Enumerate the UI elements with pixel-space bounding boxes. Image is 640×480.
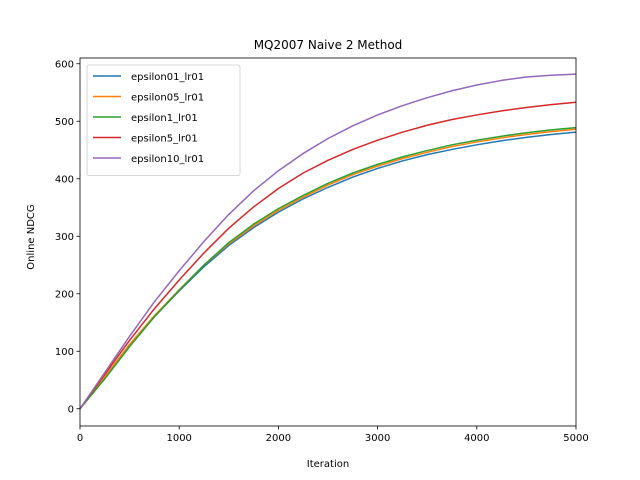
x-tick-label: 2000 — [266, 433, 291, 444]
series-line-epsilon1_lr01 — [79, 126, 577, 410]
y-tick-label: 0 — [68, 404, 74, 415]
y-axis: 0 100 200 300 400 500 600 — [55, 59, 80, 415]
y-tick-label: 500 — [55, 117, 74, 128]
series-line-epsilon5_lr01 — [79, 101, 577, 410]
x-tick-label: 5000 — [563, 433, 588, 444]
legend-label-epsilon10_lr01: epsilon10_lr01 — [131, 154, 204, 165]
x-tick-label: 4000 — [464, 433, 489, 444]
y-tick-label: 200 — [55, 289, 74, 300]
x-tick-label: 0 — [77, 433, 83, 444]
legend-label-epsilon1_lr01: epsilon1_lr01 — [131, 113, 198, 124]
legend-label-epsilon5_lr01: epsilon5_lr01 — [131, 134, 198, 145]
y-tick-label: 100 — [55, 347, 74, 358]
legend-label-epsilon05_lr01: epsilon05_lr01 — [131, 93, 204, 104]
legend-label-epsilon01_lr01: epsilon01_lr01 — [131, 72, 204, 83]
x-tick-label: 1000 — [166, 433, 191, 444]
axes-frame — [79, 57, 577, 427]
legend: epsilon01_lr01 epsilon05_lr01 epsilon1_lr0… — [86, 64, 241, 176]
x-axis: 0 1000 2000 3000 4000 5000 — [77, 426, 589, 444]
plot-area — [79, 57, 577, 427]
x-axis-title: Iteration — [307, 459, 349, 470]
legend-box — [86, 64, 241, 176]
series-line-epsilon10_lr01 — [79, 73, 577, 410]
y-tick-label: 300 — [55, 232, 74, 243]
x-tick-label: 3000 — [365, 433, 390, 444]
chart-title: MQ2007 Naive 2 Method — [254, 38, 403, 52]
y-tick-label: 600 — [55, 59, 74, 70]
y-tick-label: 400 — [55, 174, 74, 185]
y-axis-title: Online NDCG — [26, 204, 37, 269]
